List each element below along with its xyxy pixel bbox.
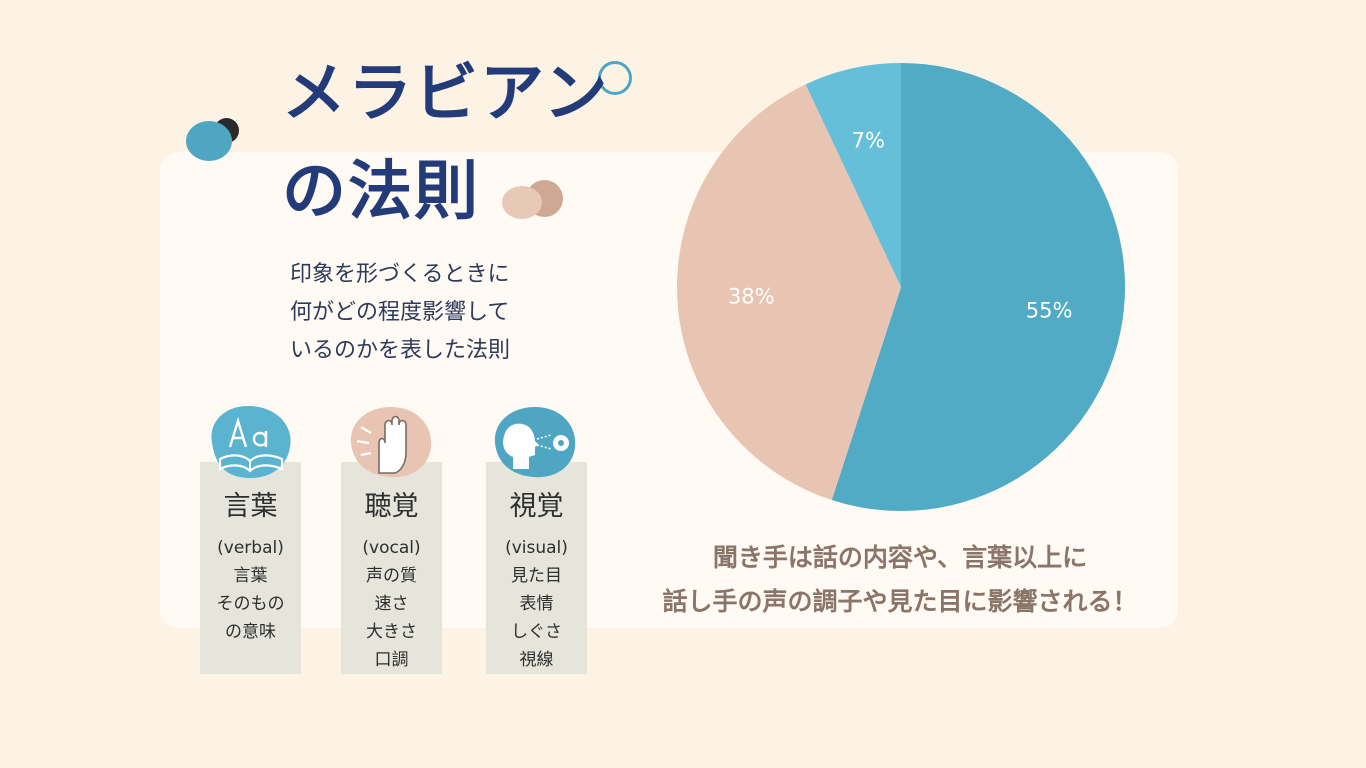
card-line: 言葉 [233,566,268,586]
card-line: しぐさ [511,622,562,642]
title-line-1: メラビアン [282,57,610,131]
pie-slice-label-1: 38% [728,284,775,308]
face-eye-icon [494,406,576,478]
ring-decoration [598,61,632,95]
peach-blob-decoration-front [502,186,542,219]
card-line: 見た目 [511,566,562,586]
subtitle-line: 印象を形づくるときに [290,262,510,287]
subtitle-line: 何がどの程度影響して [290,300,510,325]
card-heading: 聴覚 [364,491,419,522]
card-line: 視線 [519,650,554,670]
card-vocal: 聴覚 (vocal) 声の質 速さ 大きさ 口調 [341,462,442,674]
card-line: (verbal) [217,538,284,558]
caption-line: 話し手の声の調子や見た目に影響される！ [662,587,1138,616]
pie-slice-1 [677,84,901,501]
subtitle-line: いるのかを表した法則 [290,338,511,363]
title-line-2: の法則 [282,155,480,229]
card-line: そのもの [216,594,285,614]
card-line: (vocal) [362,538,421,558]
book-letters-icon [211,405,291,479]
pie-slice-label-0: 55% [1026,298,1073,322]
card-line: (visual) [505,538,568,558]
caption: 聞き手は話の内容や、言葉以上に 話し手の声の調子や見た目に影響される！ [590,536,1210,624]
card-heading: 言葉 [223,491,278,522]
card-verbal: 言葉 (verbal) 言葉 そのもの の意味 [200,462,301,674]
card-lines: (verbal) 言葉 そのもの の意味 [200,534,301,646]
caption-line: 聞き手は話の内容や、言葉以上に [712,543,1088,572]
hand-ear-icon [350,406,432,478]
card-lines: (vocal) 声の質 速さ 大きさ 口調 [341,534,442,674]
card-heading: 視覚 [509,491,564,522]
pie-chart: 55% 38% 7% [676,62,1126,512]
card-visual: 視覚 (visual) 見た目 表情 しぐさ 視線 [486,462,587,674]
card-line: 口調 [374,650,409,670]
blue-blob-decoration [186,121,232,161]
card-line: の意味 [225,622,276,642]
card-lines: (visual) 見た目 表情 しぐさ 視線 [486,534,587,674]
card-line: 表情 [519,594,554,614]
pie-slice-label-2: 7% [852,129,885,153]
pie-slice-2 [805,63,901,287]
pie-svg: 55% 38% 7% [677,63,1125,511]
subtitle: 印象を形づくるときに 何がどの程度影響して いるのかを表した法則 [290,256,590,370]
card-line: 声の質 [366,566,417,586]
card-line: 速さ [374,594,409,614]
pie-slice-0 [831,63,1125,511]
card-line: 大きさ [366,622,417,642]
